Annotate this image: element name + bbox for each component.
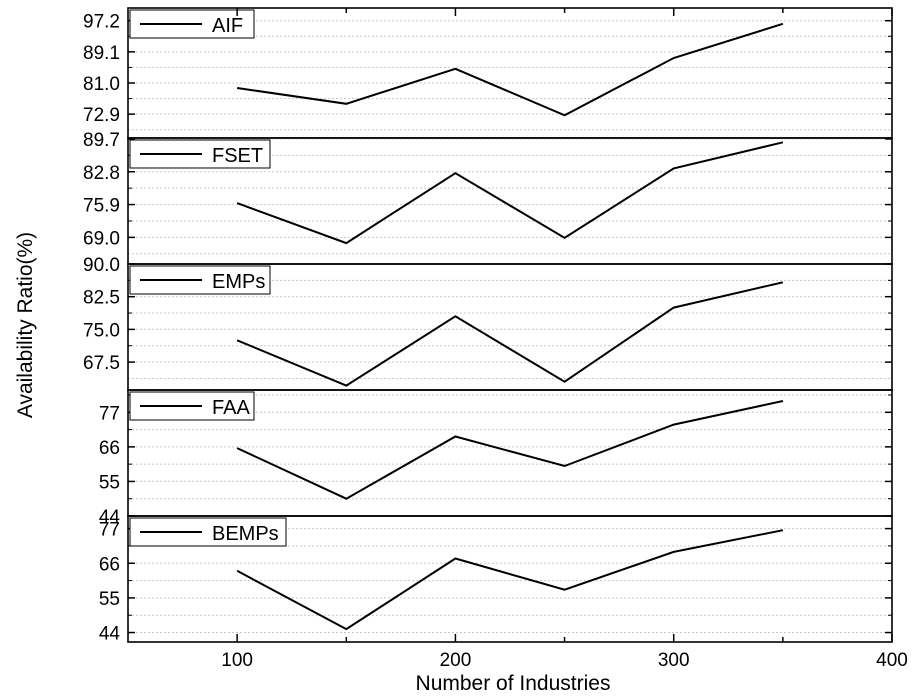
y-tick-label: 66	[99, 554, 120, 575]
series-line-faa	[236, 400, 784, 500]
legend: BEMPs	[129, 517, 287, 547]
y-tick-label: 82.5	[83, 288, 120, 309]
series-line-aif	[236, 22, 784, 117]
legend: AIF	[129, 9, 255, 39]
legend-label: EMPs	[212, 271, 265, 293]
y-tick-label: 72.9	[83, 105, 120, 126]
series-line-emps	[236, 281, 784, 387]
panel-5: 44 55 66 77 BEMPs	[99, 515, 893, 645]
series-line-fset	[236, 141, 784, 245]
panel-1: 72.9 81.0 89.1 97.2 AIF	[83, 7, 893, 139]
legend-label: AIF	[212, 15, 243, 37]
y-tick-label: 55	[99, 472, 120, 493]
panel-3: 67.5 75.0 82.5 90.0 EMPs	[83, 255, 893, 391]
y-tick-label: 77	[99, 520, 120, 541]
legend-label: FAA	[212, 397, 250, 419]
y-axis-label: Availability Ratio(%)	[14, 232, 37, 418]
panel-4: 44 55 66 77 FAA	[99, 389, 893, 528]
series-line-bemps	[236, 529, 784, 631]
panel-frame	[127, 515, 893, 643]
x-tick-label: 300	[658, 650, 690, 671]
legend: FSET	[129, 139, 271, 169]
y-tick-label: 82.8	[83, 163, 120, 184]
y-tick-label: 75.0	[83, 320, 120, 341]
chart-panels: 72.981.089.197.2 AIF69.075.982.889.7FSET6…	[83, 7, 908, 671]
y-tick-label: 66	[99, 438, 120, 459]
y-tick-label: 89.7	[83, 130, 120, 151]
y-tick-label: 67.5	[83, 353, 120, 374]
x-tick-label: 400	[876, 650, 908, 671]
legend: EMPs	[129, 265, 271, 295]
y-tick-label: 97.2	[83, 12, 120, 33]
legend: FAA	[129, 391, 255, 421]
y-tick-label: 77	[99, 403, 120, 424]
y-tick-label: 44	[99, 507, 121, 528]
y-tick-label: 90.0	[83, 255, 120, 276]
y-tick-label: 44	[99, 624, 121, 645]
panel-2: 69.0 75.9 82.8 89.7 FSET	[83, 130, 893, 265]
legend-label: FSET	[212, 145, 263, 167]
y-tick-label: 75.9	[83, 196, 120, 217]
y-tick-label: 89.1	[83, 43, 120, 64]
x-tick-label: 100	[221, 650, 253, 671]
y-tick-label: 69.0	[83, 228, 120, 249]
legend-label: BEMPs	[212, 523, 279, 545]
x-axis-label: Number of Industries	[416, 672, 611, 695]
y-tick-label: 55	[99, 589, 120, 610]
x-tick-label: 200	[440, 650, 472, 671]
x-axis: 100 200 300 400	[221, 8, 908, 671]
y-tick-label: 81.0	[83, 74, 120, 95]
